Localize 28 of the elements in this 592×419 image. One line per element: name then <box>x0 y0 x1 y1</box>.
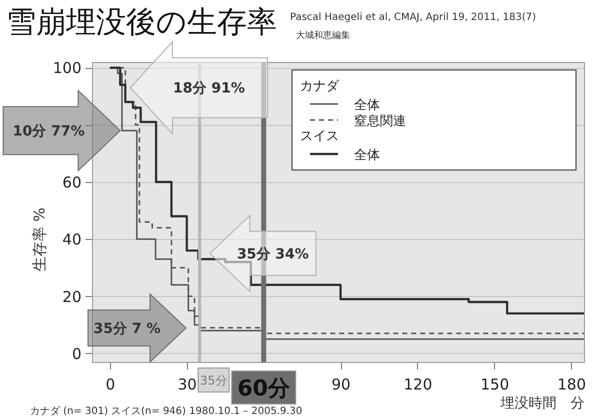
y-tick-label: 60 <box>62 174 82 192</box>
annotation: 35分 34% <box>236 246 309 262</box>
annotation: 35分 7 % <box>94 321 160 337</box>
y-tick-label: 0 <box>72 344 82 363</box>
ref-line-label: 35分 <box>200 373 228 388</box>
annotation: スイス <box>300 129 339 144</box>
y-tick-label: 40 <box>62 230 82 249</box>
y-tick-label: 100 <box>52 59 82 78</box>
legend-label: 全体 <box>354 98 380 113</box>
text: カナダ (n= 301) スイス(n= 946) 1980.10.1 – 2005.9.30 <box>30 405 302 417</box>
x-tick-label: 150 <box>480 376 510 394</box>
ref-line-label: 60分 <box>237 376 291 402</box>
text: 大城和恵編集 <box>296 30 350 41</box>
y-axis-title: 生存率 % <box>30 206 50 274</box>
x-tick-label: 30 <box>178 376 197 394</box>
x-tick-label: 120 <box>404 376 432 394</box>
text: Pascal Haegeli et al, CMAJ, April 19, 2011, 183(7) <box>290 12 536 23</box>
legend-label: 全体 <box>354 148 380 163</box>
x-axis-title: 埋没時間 分 <box>500 396 584 412</box>
chart-title: 雪崩埋没後の生存率 <box>6 4 277 42</box>
annotation: 10分 77% <box>12 124 85 140</box>
x-tick-label: 90 <box>332 376 351 394</box>
legend-label: 窒息関連 <box>354 113 406 129</box>
x-tick-label: 0 <box>106 376 116 394</box>
y-tick-label: 20 <box>62 288 82 306</box>
x-tick-label: 180 <box>557 376 586 394</box>
annotation: 18分 91% <box>173 80 245 97</box>
annotation: カナダ <box>300 79 340 94</box>
